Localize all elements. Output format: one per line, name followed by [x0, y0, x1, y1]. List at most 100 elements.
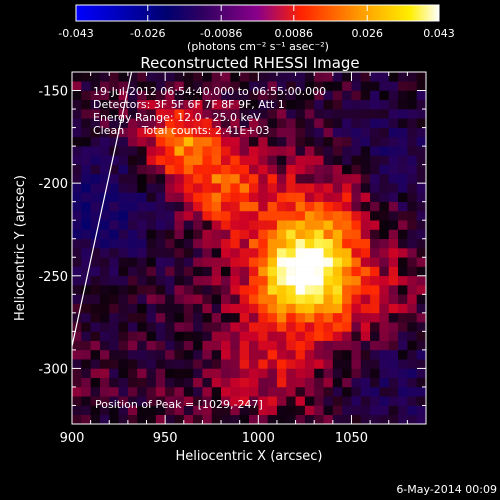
colorbar-tick-label: -0.026 — [130, 27, 165, 40]
heatmap-cell — [165, 183, 175, 193]
heatmap-cell — [211, 238, 222, 249]
heatmap-cell — [379, 294, 390, 304]
heatmap-cell — [342, 405, 352, 416]
heatmap-cell — [276, 303, 287, 314]
heatmap-cell — [99, 229, 110, 240]
heatmap-cell — [398, 146, 408, 156]
heatmap-cell — [379, 136, 390, 147]
heatmap-cell — [165, 359, 175, 369]
heatmap-cell — [146, 164, 157, 175]
x-axis-label: Heliocentric X (arcsec) — [176, 449, 323, 464]
heatmap-cell — [137, 257, 147, 267]
heatmap-cell — [360, 322, 371, 332]
heatmap-cell — [351, 377, 362, 388]
heatmap-cell — [351, 109, 362, 119]
heatmap-cell — [183, 359, 194, 369]
heatmap-cell — [276, 257, 287, 267]
heatmap-cell — [155, 275, 166, 286]
heatmap-cell — [165, 238, 175, 249]
heatmap-cell — [416, 81, 426, 91]
heatmap-cell — [267, 109, 278, 119]
heatmap-cell — [323, 238, 334, 249]
heatmap-cell — [90, 81, 101, 91]
heatmap-cell — [276, 294, 287, 304]
heatmap-cell — [398, 164, 408, 175]
heatmap-cell — [202, 81, 213, 91]
heatmap-cell — [398, 322, 408, 332]
heatmap-cell — [211, 229, 222, 240]
heatmap-cell — [370, 359, 380, 369]
heatmap-cell — [99, 285, 110, 295]
heatmap-cell — [276, 349, 287, 360]
heatmap-cell — [155, 229, 166, 240]
heatmap-cell — [109, 312, 119, 323]
heatmap-cell — [90, 238, 101, 249]
heatmap-cell — [295, 183, 306, 193]
heatmap-cell — [332, 118, 343, 128]
heatmap-cell — [276, 229, 287, 240]
heatmap-cell — [165, 285, 175, 295]
heatmap-cell — [258, 359, 268, 369]
heatmap-cell — [109, 257, 119, 267]
heatmap-cell — [342, 285, 352, 295]
heatmap-cell — [295, 127, 306, 138]
heatmap-cell — [174, 127, 185, 138]
heatmap-cell — [72, 331, 82, 341]
heatmap-cell — [109, 90, 119, 101]
heatmap-cell — [81, 257, 91, 267]
heatmap-cell — [370, 99, 380, 110]
heatmap-cell — [72, 248, 82, 258]
heatmap-cell — [137, 386, 147, 397]
heatmap-cell — [183, 99, 194, 110]
heatmap-cell — [155, 136, 166, 147]
heatmap-cell — [407, 164, 417, 175]
heatmap-cell — [398, 248, 408, 258]
heatmap-cell — [230, 127, 240, 138]
heatmap-cell — [332, 294, 343, 304]
heatmap-cell — [276, 340, 287, 351]
heatmap-cell — [230, 164, 240, 175]
heatmap-cell — [221, 257, 231, 267]
heatmap-cell — [407, 248, 417, 258]
heatmap-cell — [72, 349, 82, 360]
heatmap-cell — [137, 331, 147, 341]
heatmap-cell — [416, 257, 426, 267]
heatmap-cell — [221, 146, 231, 156]
heatmap-cell — [155, 359, 166, 369]
heatmap-cell — [323, 229, 334, 240]
heatmap-cell — [416, 294, 426, 304]
heatmap-cell — [258, 90, 268, 101]
heatmap-cell — [127, 220, 138, 230]
heatmap-cell — [127, 81, 138, 91]
heatmap-cell — [342, 322, 352, 332]
heatmap-cell — [109, 238, 119, 249]
heatmap-cell — [379, 303, 390, 314]
heatmap-cell — [127, 340, 138, 351]
y-tick-label: -200 — [38, 177, 68, 192]
heatmap-cell — [276, 164, 287, 175]
heatmap-cell — [267, 312, 278, 323]
heatmap-cell — [249, 257, 259, 267]
heatmap-cell — [388, 285, 399, 295]
heatmap-cell — [286, 146, 296, 156]
heatmap-cell — [127, 109, 138, 119]
heatmap-cell — [379, 146, 390, 156]
heatmap-cell — [267, 386, 278, 397]
heatmap-cell — [360, 396, 371, 406]
heatmap-cell — [360, 72, 371, 82]
heatmap-cell — [360, 386, 371, 397]
heatmap-cell — [211, 155, 222, 165]
heatmap-cell — [155, 257, 166, 267]
heatmap-cell — [230, 238, 240, 249]
heatmap-cell — [407, 303, 417, 314]
heatmap-cell — [407, 257, 417, 267]
heatmap-cell — [146, 257, 157, 267]
heatmap-cell — [388, 220, 399, 230]
heatmap-cell — [221, 229, 231, 240]
heatmap-cell — [295, 118, 306, 128]
heatmap-cell — [211, 396, 222, 406]
heatmap-cell — [304, 405, 315, 416]
heatmap-cell — [398, 81, 408, 91]
heatmap-cell — [249, 312, 259, 323]
heatmap-image — [72, 72, 426, 424]
